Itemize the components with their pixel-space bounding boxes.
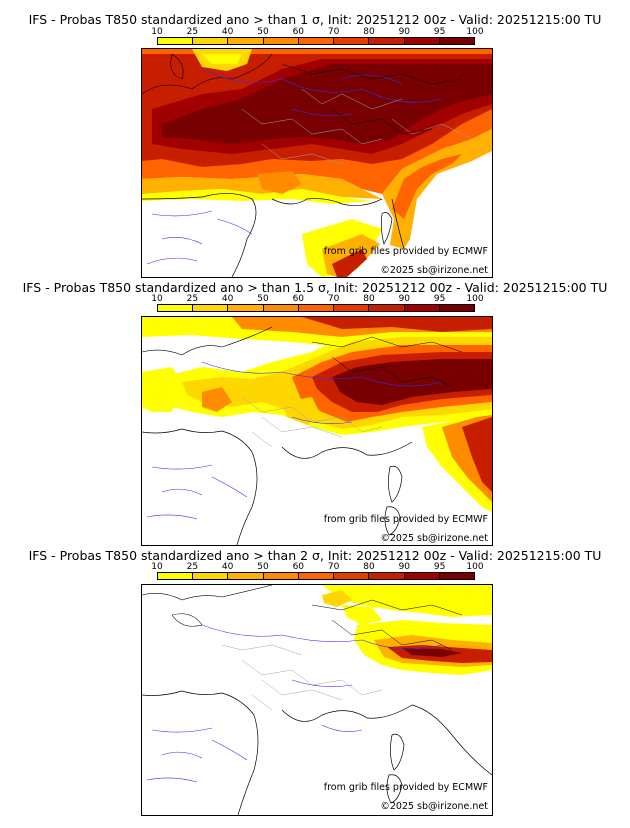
colorbar-segment	[298, 573, 335, 579]
tick-label: 25	[186, 562, 199, 572]
colorbar-segment	[404, 305, 440, 311]
tick-label: 40	[221, 294, 234, 304]
colorbar-segment	[158, 573, 194, 579]
tick-label: 10	[151, 562, 163, 572]
colorbar	[157, 304, 475, 312]
map-panel-1: IFS - Probas T850 standardized ano > tha…	[0, 0, 630, 280]
colorbar-ticks: 10 25 40 50 60 70 80 90 95 100	[151, 27, 483, 37]
credit-copyright: ©2025 sb@irizone.net	[380, 533, 488, 544]
colorbar	[157, 572, 475, 580]
map-title: IFS - Probas T850 standardized ano > tha…	[28, 548, 602, 563]
colorbar-segment	[404, 573, 440, 579]
colorbar-segment	[193, 573, 229, 579]
colorbar-segment	[228, 573, 264, 579]
credit-copyright: ©2025 sb@irizone.net	[380, 801, 488, 812]
tick-label: 60	[292, 562, 305, 572]
colorbar-segment	[228, 305, 264, 311]
colorbar-segment	[193, 305, 229, 311]
tick-label: 90	[398, 562, 411, 572]
probability-map: from grib files provided by ECMWF ©2025 …	[141, 48, 493, 278]
credit-source: from grib files provided by ECMWF	[323, 782, 488, 793]
colorbar-segment	[334, 305, 370, 311]
colorbar-segment	[369, 305, 405, 311]
colorbar-segment	[228, 38, 264, 44]
tick-label: 60	[292, 294, 305, 304]
colorbar-segment	[298, 305, 335, 311]
tick-label: 40	[221, 27, 234, 37]
colorbar-segment	[263, 305, 299, 311]
tick-label: 80	[363, 27, 375, 37]
colorbar-segment	[404, 38, 440, 44]
colorbar-segment	[439, 38, 474, 44]
colorbar-segment	[439, 305, 474, 311]
tick-label: 25	[186, 27, 199, 37]
map-canvas	[142, 317, 492, 545]
tick-label: 50	[257, 27, 269, 37]
credit-source: from grib files provided by ECMWF	[323, 246, 488, 257]
map-panel-3: IFS - Probas T850 standardized ano > tha…	[0, 538, 630, 828]
tick-label: 90	[398, 294, 411, 304]
colorbar-segment	[263, 38, 299, 44]
tick-label: 80	[363, 562, 375, 572]
colorbar-segment	[334, 573, 370, 579]
map-canvas	[142, 585, 492, 815]
colorbar-segment	[158, 38, 194, 44]
tick-label: 95	[433, 294, 446, 304]
colorbar-segment	[369, 573, 405, 579]
tick-label: 70	[327, 27, 340, 37]
tick-label: 25	[186, 294, 199, 304]
map-title: IFS - Probas T850 standardized ano > tha…	[28, 12, 602, 27]
colorbar-segment	[439, 573, 474, 579]
tick-label: 95	[433, 27, 446, 37]
tick-label: 80	[363, 294, 375, 304]
tick-label: 70	[327, 562, 340, 572]
colorbar-ticks: 10 25 40 50 60 70 80 90 95 100	[151, 294, 483, 304]
colorbar-segment	[334, 38, 370, 44]
tick-label: 10	[151, 294, 163, 304]
probability-map: from grib files provided by ECMWF ©2025 …	[141, 316, 493, 546]
tick-label: 50	[257, 294, 269, 304]
map-panel-2: IFS - Probas T850 standardized ano > tha…	[0, 270, 630, 546]
tick-label: 40	[221, 562, 234, 572]
tick-label: 50	[257, 562, 269, 572]
tick-label: 60	[292, 27, 305, 37]
map-title: IFS - Probas T850 standardized ano > tha…	[22, 280, 608, 295]
colorbar-ticks: 10 25 40 50 60 70 80 90 95 100	[151, 562, 483, 572]
tick-label: 70	[327, 294, 340, 304]
colorbar-segment	[298, 38, 335, 44]
probability-map: from grib files provided by ECMWF ©2025 …	[141, 584, 493, 816]
credit-source: from grib files provided by ECMWF	[323, 514, 488, 525]
map-canvas	[142, 49, 492, 277]
tick-label: 100	[466, 294, 484, 304]
tick-label: 100	[466, 27, 484, 37]
colorbar-segment	[158, 305, 194, 311]
tick-label: 100	[466, 562, 484, 572]
tick-label: 90	[398, 27, 411, 37]
credit-copyright: ©2025 sb@irizone.net	[380, 265, 488, 276]
colorbar-segment	[263, 573, 299, 579]
tick-label: 95	[433, 562, 446, 572]
colorbar	[157, 37, 475, 45]
colorbar-segment	[369, 38, 405, 44]
tick-label: 10	[151, 27, 163, 37]
colorbar-segment	[193, 38, 229, 44]
